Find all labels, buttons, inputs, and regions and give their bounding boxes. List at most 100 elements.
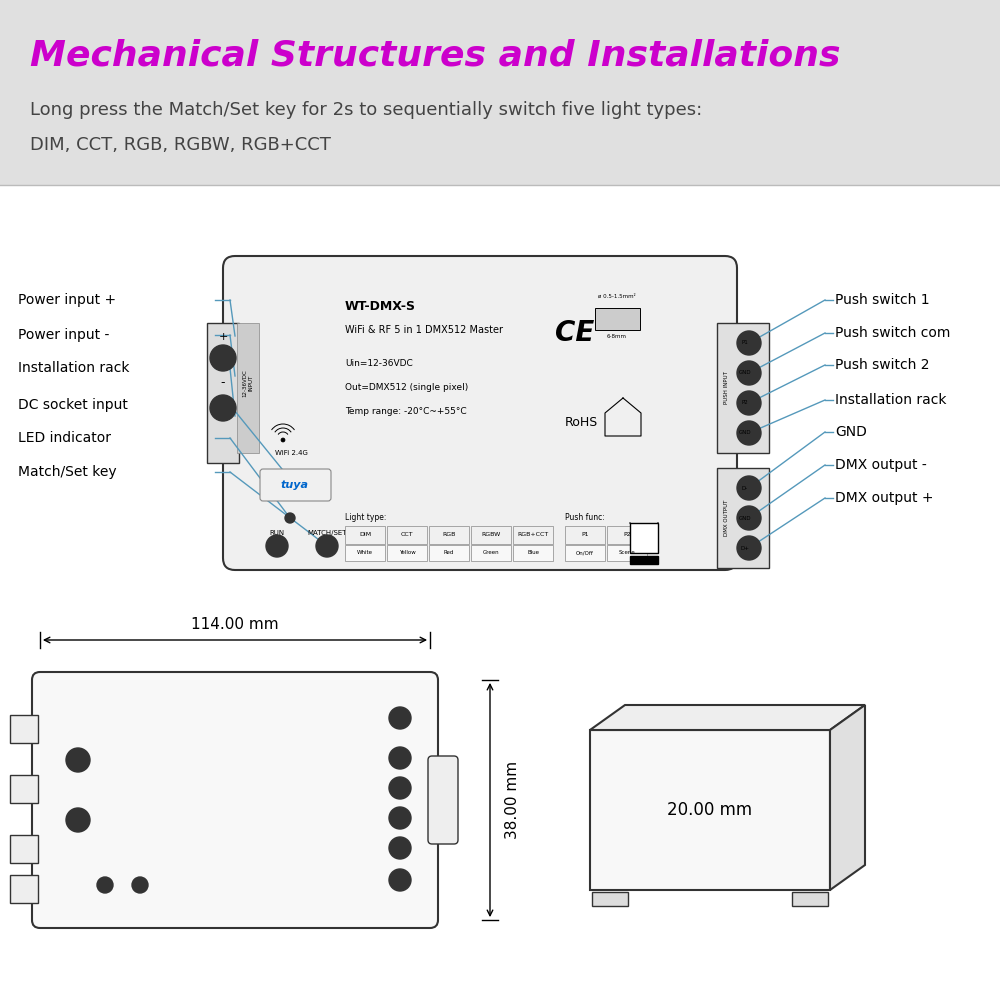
Text: Push switch 1: Push switch 1	[835, 293, 930, 307]
Circle shape	[737, 536, 761, 560]
Text: DC socket input: DC socket input	[18, 398, 128, 412]
Circle shape	[737, 331, 761, 355]
Text: Push switch 2: Push switch 2	[835, 358, 930, 372]
Circle shape	[316, 535, 338, 557]
Text: P2: P2	[623, 532, 631, 538]
Text: MATCH/SET: MATCH/SET	[307, 530, 347, 536]
Circle shape	[210, 395, 236, 421]
Text: RGB: RGB	[442, 532, 456, 538]
Circle shape	[389, 807, 411, 829]
Text: Uin=12-36VDC: Uin=12-36VDC	[345, 359, 413, 367]
Circle shape	[66, 748, 90, 772]
Bar	[387, 526, 427, 544]
Text: DIM: DIM	[359, 532, 371, 538]
Text: White: White	[357, 550, 373, 556]
Bar	[387, 545, 427, 561]
Circle shape	[97, 877, 113, 893]
Circle shape	[285, 513, 295, 523]
Text: WiFi & RF 5 in 1 DMX512 Master: WiFi & RF 5 in 1 DMX512 Master	[345, 325, 503, 335]
Bar	[10, 775, 38, 803]
Text: Long press the Match/Set key for 2s to sequentially switch five light types:: Long press the Match/Set key for 2s to s…	[30, 101, 702, 119]
Bar	[345, 545, 385, 561]
Bar	[207, 323, 239, 463]
Bar	[595, 308, 640, 330]
Text: PUSH INPUT: PUSH INPUT	[724, 372, 730, 404]
Text: 12-36VDC
INPUT: 12-36VDC INPUT	[243, 369, 253, 397]
Circle shape	[389, 707, 411, 729]
Text: D-: D-	[742, 486, 748, 490]
Circle shape	[737, 506, 761, 530]
Text: Power input +: Power input +	[18, 293, 116, 307]
Circle shape	[266, 535, 288, 557]
Bar	[10, 835, 38, 863]
Text: Yellow: Yellow	[399, 550, 415, 556]
Bar	[630, 556, 658, 564]
Text: Mechanical Structures and Installations: Mechanical Structures and Installations	[30, 38, 840, 72]
Bar	[10, 875, 38, 903]
Text: 20.00 mm: 20.00 mm	[667, 801, 753, 819]
Text: ø 0.5-1.5mm²: ø 0.5-1.5mm²	[598, 293, 636, 299]
Circle shape	[737, 361, 761, 385]
Bar	[792, 892, 828, 906]
Bar	[0, 185, 1000, 590]
Text: GND: GND	[835, 425, 867, 439]
Bar	[429, 526, 469, 544]
Text: LED indicator: LED indicator	[18, 431, 111, 445]
Bar	[471, 526, 511, 544]
Text: tuya: tuya	[281, 480, 309, 490]
Text: DMX OUTPUT: DMX OUTPUT	[724, 500, 730, 536]
Bar	[0, 0, 1000, 185]
Text: DMX output +: DMX output +	[835, 491, 934, 505]
Text: Installation rack: Installation rack	[835, 393, 946, 407]
FancyBboxPatch shape	[260, 469, 331, 501]
Bar	[0, 590, 1000, 1000]
Text: Push func:: Push func:	[565, 514, 605, 522]
Bar	[607, 526, 647, 544]
FancyBboxPatch shape	[428, 756, 458, 844]
Text: Push switch com: Push switch com	[835, 326, 950, 340]
Text: WT-DMX-S: WT-DMX-S	[345, 300, 416, 312]
Text: 114.00 mm: 114.00 mm	[191, 617, 279, 632]
Text: D+: D+	[740, 546, 750, 550]
Text: RGBW: RGBW	[481, 532, 501, 538]
Text: Match/Set key: Match/Set key	[18, 465, 117, 479]
Text: Blue: Blue	[527, 550, 539, 556]
Bar	[471, 545, 511, 561]
Text: GND: GND	[739, 370, 751, 375]
Circle shape	[389, 837, 411, 859]
Text: P1: P1	[581, 532, 589, 538]
Text: On/Off: On/Off	[576, 550, 594, 556]
Bar	[565, 526, 605, 544]
Text: 6-8mm: 6-8mm	[607, 334, 627, 338]
Circle shape	[132, 877, 148, 893]
FancyBboxPatch shape	[223, 256, 737, 570]
Text: Installation rack: Installation rack	[18, 361, 130, 375]
Bar	[717, 323, 769, 453]
Text: Green: Green	[483, 550, 499, 556]
Text: Light type:: Light type:	[345, 514, 386, 522]
Circle shape	[66, 808, 90, 832]
Text: GND: GND	[739, 516, 751, 520]
Circle shape	[389, 777, 411, 799]
Text: DIM, CCT, RGB, RGBW, RGB+CCT: DIM, CCT, RGB, RGBW, RGB+CCT	[30, 136, 331, 154]
Text: Temp range: -20°C~+55°C: Temp range: -20°C~+55°C	[345, 406, 467, 416]
Text: RGB+CCT: RGB+CCT	[517, 532, 549, 538]
Text: +: +	[218, 332, 228, 342]
Text: 38.00 mm: 38.00 mm	[505, 761, 520, 839]
Polygon shape	[590, 705, 865, 730]
Bar	[565, 545, 605, 561]
Text: Red: Red	[444, 550, 454, 556]
Bar	[607, 545, 647, 561]
Bar	[10, 715, 38, 743]
Text: RUN: RUN	[269, 530, 285, 536]
Text: Scene: Scene	[619, 550, 635, 556]
Text: Power input -: Power input -	[18, 328, 109, 342]
Text: -: -	[221, 376, 225, 389]
Bar	[717, 468, 769, 568]
Text: CE: CE	[555, 319, 595, 347]
Bar	[429, 545, 469, 561]
Circle shape	[389, 869, 411, 891]
Text: P2: P2	[742, 400, 748, 406]
Circle shape	[389, 747, 411, 769]
Text: WiFi 2.4G: WiFi 2.4G	[275, 450, 308, 456]
